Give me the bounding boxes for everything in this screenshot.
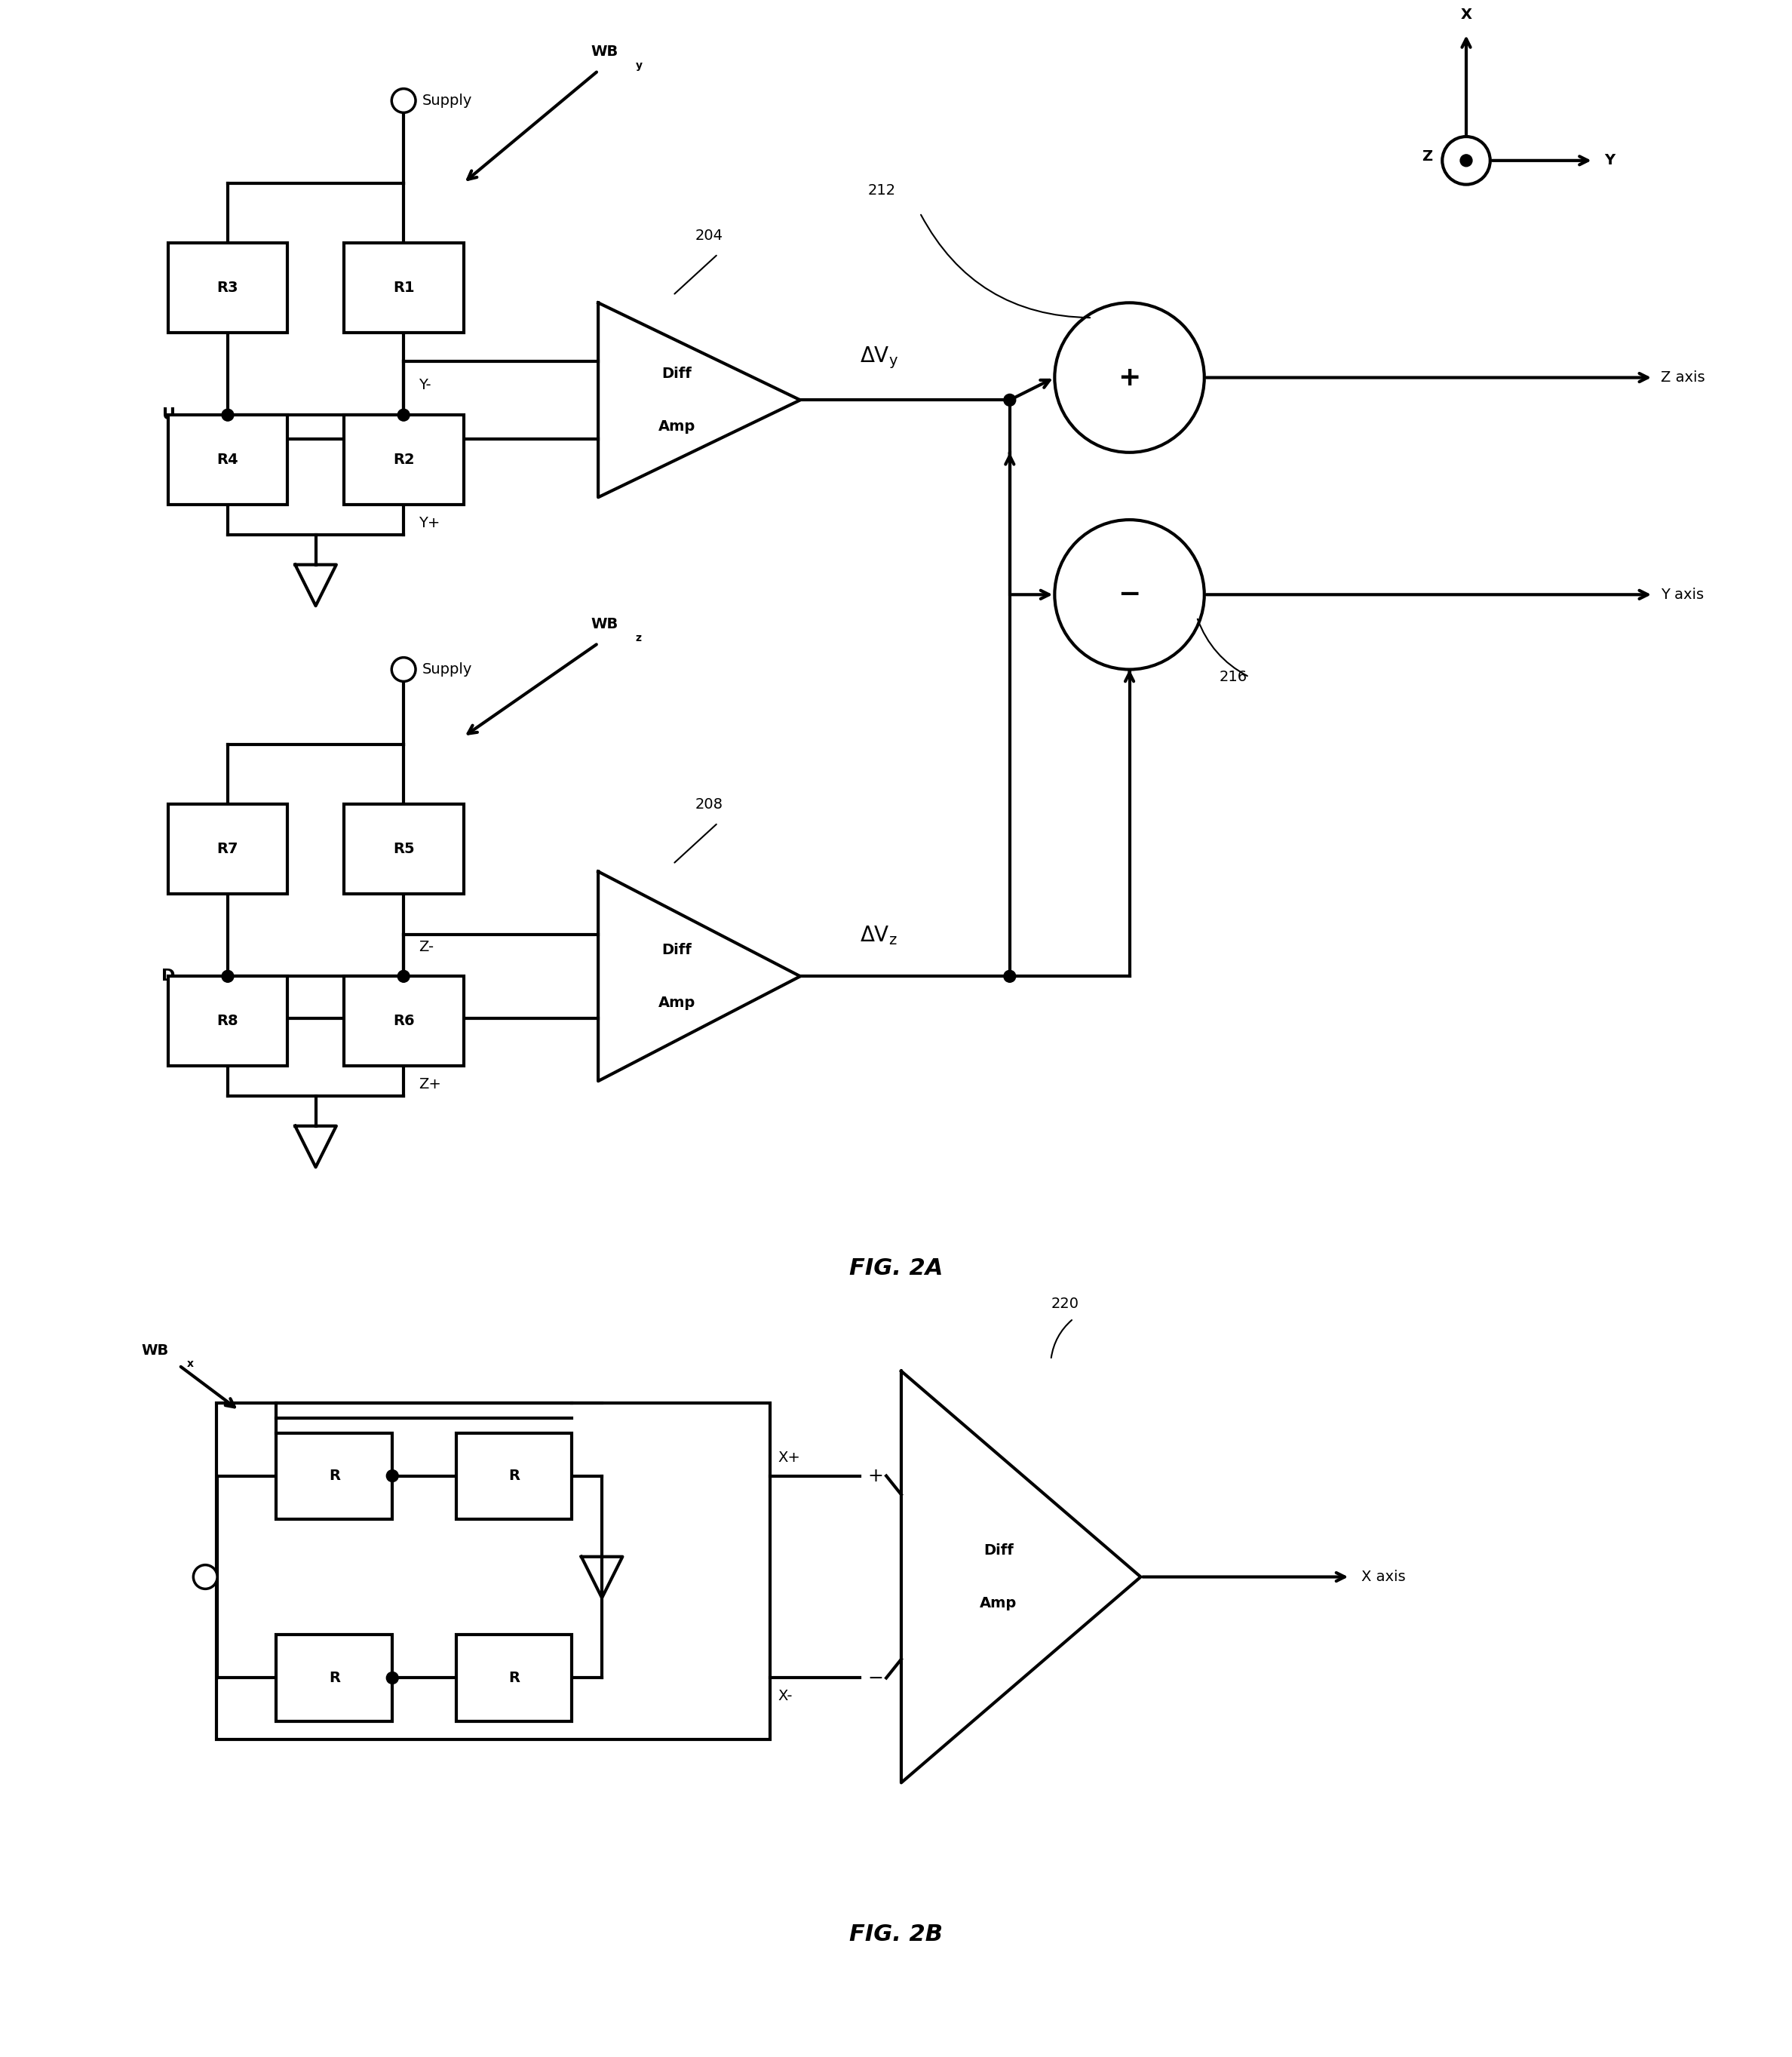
Bar bbox=[168, 977, 289, 1066]
Text: 212: 212 bbox=[867, 183, 896, 197]
Circle shape bbox=[1055, 302, 1204, 453]
Circle shape bbox=[194, 1565, 217, 1588]
Text: $\Delta$V$_\mathrm{y}$: $\Delta$V$_\mathrm{y}$ bbox=[860, 346, 898, 370]
Bar bbox=[168, 243, 289, 333]
Text: Z axis: Z axis bbox=[1661, 370, 1704, 385]
Text: Diff: Diff bbox=[661, 366, 692, 381]
Text: 208: 208 bbox=[695, 798, 724, 813]
Text: R: R bbox=[509, 1670, 520, 1685]
Text: −: − bbox=[1118, 582, 1142, 607]
Text: R: R bbox=[328, 1469, 340, 1483]
Text: Z-: Z- bbox=[419, 940, 434, 954]
Text: WB: WB bbox=[591, 617, 618, 631]
Text: R: R bbox=[328, 1670, 340, 1685]
Circle shape bbox=[1004, 971, 1016, 983]
Circle shape bbox=[387, 1672, 398, 1685]
Text: R4: R4 bbox=[217, 453, 238, 467]
Circle shape bbox=[1460, 154, 1473, 167]
Text: X+: X+ bbox=[778, 1450, 801, 1465]
Bar bbox=[276, 1635, 392, 1722]
Text: Supply: Supply bbox=[423, 93, 473, 107]
Text: Y: Y bbox=[1604, 154, 1615, 169]
Circle shape bbox=[1004, 395, 1016, 405]
Text: X axis: X axis bbox=[1362, 1569, 1405, 1584]
Text: FIG. 2B: FIG. 2B bbox=[849, 1923, 943, 1946]
Text: +: + bbox=[1118, 364, 1142, 391]
Text: R3: R3 bbox=[217, 280, 238, 294]
Text: Amp: Amp bbox=[980, 1596, 1018, 1611]
Text: Z: Z bbox=[1421, 150, 1432, 165]
Circle shape bbox=[392, 658, 416, 681]
Text: R5: R5 bbox=[392, 841, 414, 856]
Text: Y axis: Y axis bbox=[1661, 588, 1704, 603]
Text: U: U bbox=[161, 407, 176, 422]
Circle shape bbox=[387, 1471, 398, 1481]
Text: R2: R2 bbox=[392, 453, 414, 467]
Circle shape bbox=[398, 971, 410, 983]
Text: +: + bbox=[867, 1467, 883, 1485]
Text: $\Delta$V$_\mathrm{z}$: $\Delta$V$_\mathrm{z}$ bbox=[860, 924, 898, 946]
Text: Amp: Amp bbox=[658, 996, 695, 1010]
Text: 220: 220 bbox=[1050, 1296, 1079, 1310]
Bar bbox=[455, 1434, 572, 1518]
Text: Supply: Supply bbox=[423, 662, 473, 677]
Text: 216: 216 bbox=[1219, 669, 1247, 683]
Bar bbox=[276, 1434, 392, 1518]
Circle shape bbox=[222, 971, 233, 983]
Text: z: z bbox=[636, 634, 642, 644]
Text: x: x bbox=[186, 1360, 194, 1370]
Text: X: X bbox=[1460, 8, 1471, 23]
Text: 204: 204 bbox=[695, 228, 724, 243]
Bar bbox=[344, 977, 464, 1066]
Text: R8: R8 bbox=[217, 1014, 238, 1028]
Text: R: R bbox=[509, 1469, 520, 1483]
Text: X-: X- bbox=[778, 1689, 792, 1703]
Text: Z+: Z+ bbox=[419, 1078, 441, 1092]
Text: WB: WB bbox=[591, 45, 618, 60]
Bar bbox=[168, 804, 289, 895]
Text: D: D bbox=[161, 969, 176, 983]
Bar bbox=[344, 416, 464, 504]
Bar bbox=[344, 243, 464, 333]
Circle shape bbox=[392, 88, 416, 113]
Circle shape bbox=[398, 409, 410, 422]
Text: R6: R6 bbox=[392, 1014, 414, 1028]
Text: Amp: Amp bbox=[658, 420, 695, 434]
Bar bbox=[168, 416, 289, 504]
Text: Diff: Diff bbox=[661, 942, 692, 957]
Circle shape bbox=[222, 409, 233, 422]
Text: Y-: Y- bbox=[419, 378, 432, 393]
Circle shape bbox=[1443, 136, 1491, 185]
Circle shape bbox=[1055, 520, 1204, 669]
Bar bbox=[455, 1635, 572, 1722]
Text: Diff: Diff bbox=[984, 1543, 1014, 1557]
Text: Y+: Y+ bbox=[419, 516, 441, 531]
Text: R7: R7 bbox=[217, 841, 238, 856]
Text: R1: R1 bbox=[392, 280, 414, 294]
Text: −: − bbox=[867, 1668, 883, 1687]
Text: WB: WB bbox=[142, 1343, 168, 1358]
Text: y: y bbox=[636, 60, 642, 70]
Bar bbox=[217, 1403, 771, 1740]
Text: FIG. 2A: FIG. 2A bbox=[849, 1257, 943, 1279]
Bar bbox=[344, 804, 464, 895]
